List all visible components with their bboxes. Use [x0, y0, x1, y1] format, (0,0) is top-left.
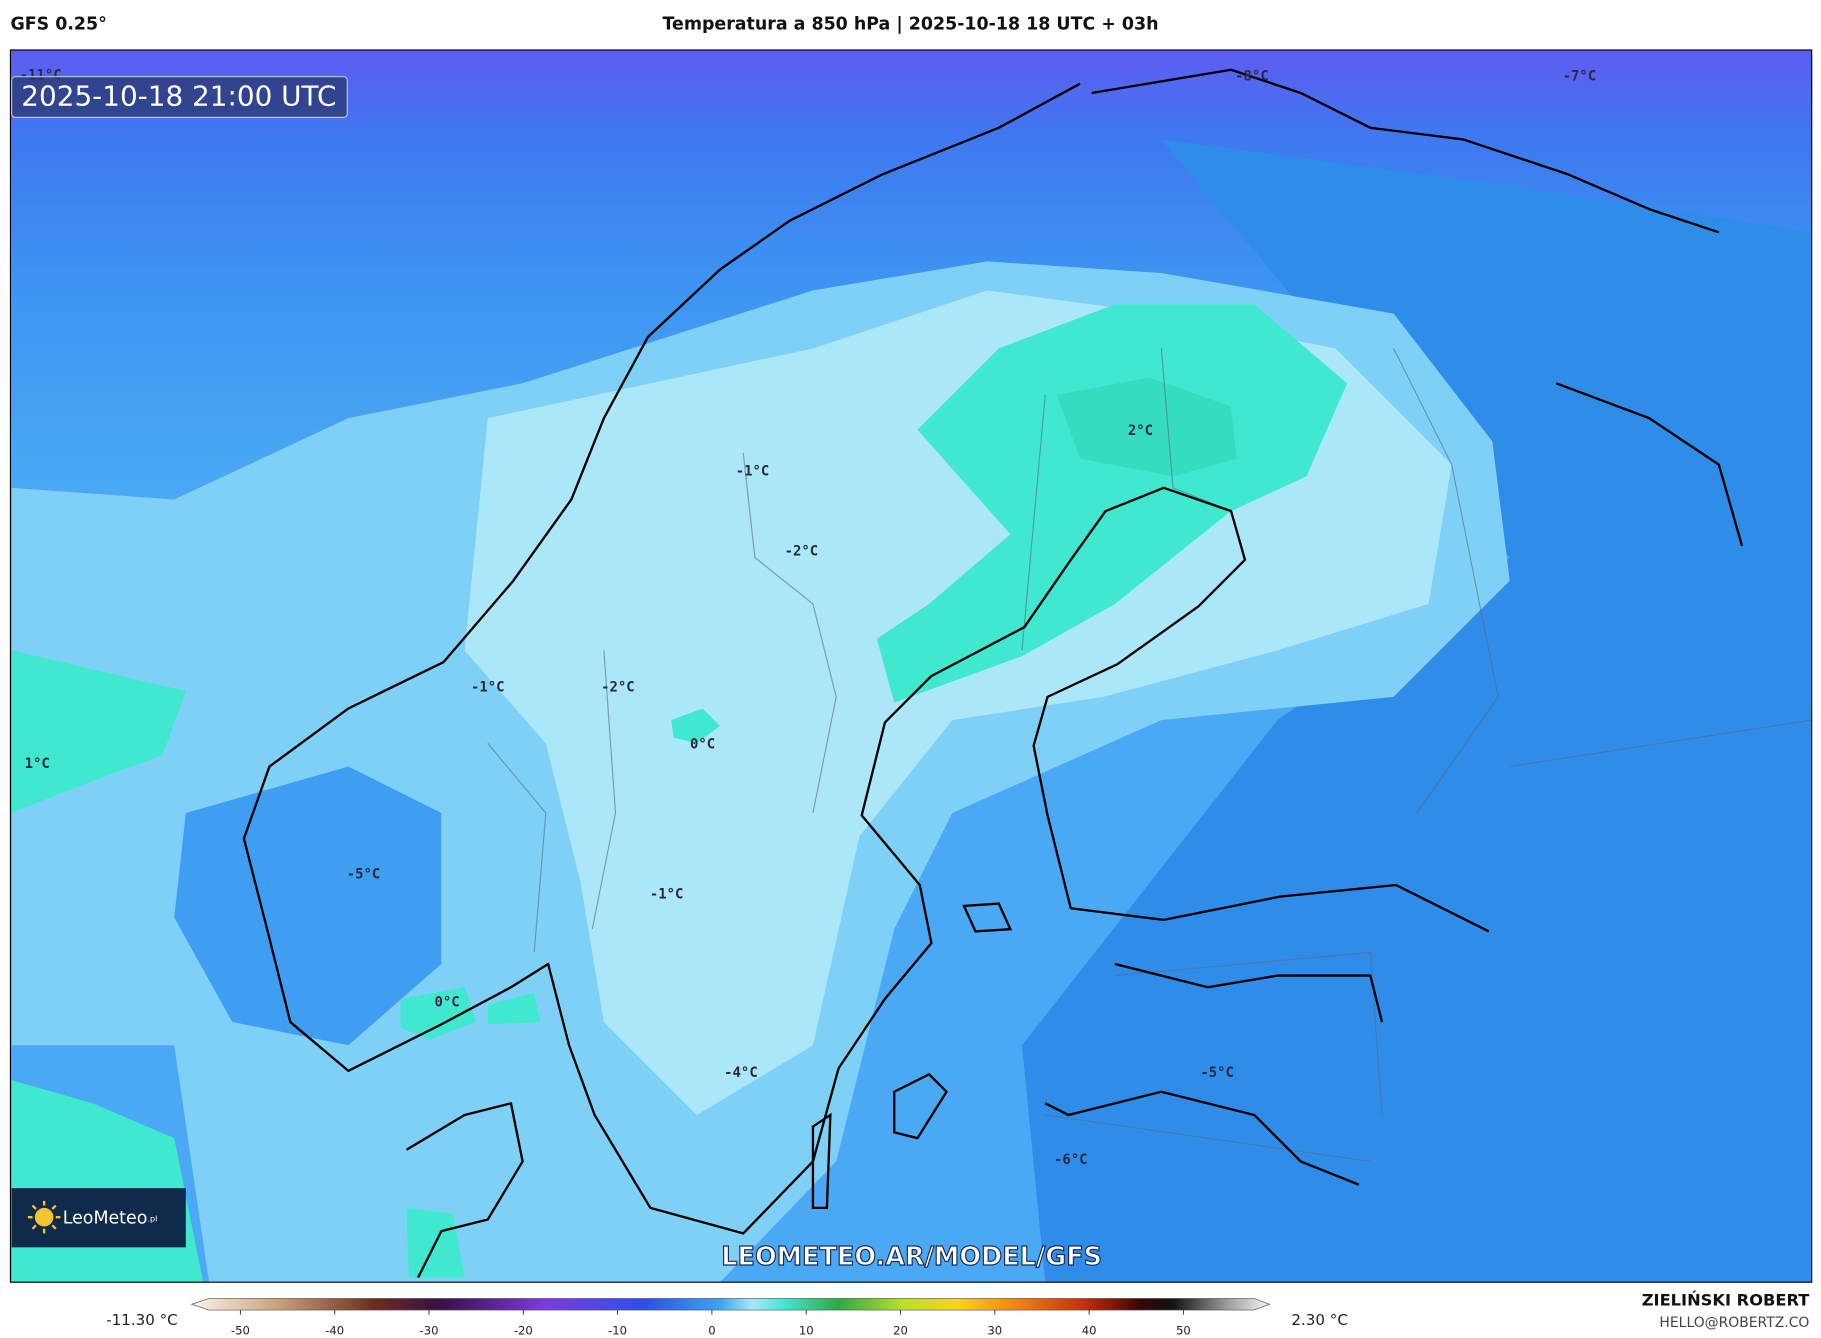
colorbar-tick-label: -10 [608, 1323, 627, 1337]
contour-label: -8°C [1235, 69, 1269, 85]
colorbar-tick-label: -20 [514, 1323, 533, 1337]
contour-label: 0°C [435, 994, 460, 1010]
colorbar: -11.30 °C 2.30 °C -50 -40 -30 -20 -10 0 10 20 30… [106, 1298, 1348, 1337]
colorbar-tick-label: -50 [231, 1323, 250, 1337]
contour-label: -5°C [347, 867, 381, 883]
logo-text: LeoMeteo.pl [63, 1208, 158, 1228]
contour-label: 2°C [1128, 423, 1153, 439]
model-label: GFS 0.25° [10, 14, 106, 34]
credit-author: ZIELIŃSKI ROBERT [1642, 1290, 1810, 1309]
credit-email: HELLO@ROBERTZ.CO [1659, 1315, 1809, 1331]
colorbar-tick-label: -40 [325, 1323, 344, 1337]
contour-label: -1°C [471, 680, 505, 696]
temperature-field [174, 766, 442, 1046]
temperature-field [400, 708, 721, 1278]
islands [811, 902, 1013, 1210]
colorbar-tick-label: 50 [1176, 1323, 1191, 1337]
logo-name: LeoMeteo [63, 1208, 148, 1228]
logo-suffix: .pl [147, 1213, 157, 1223]
colorbar-tick-label: 10 [799, 1323, 814, 1337]
colorbar-tick-label: 40 [1082, 1323, 1097, 1337]
contour-label: -1°C [736, 464, 770, 480]
contour-label: -1°C [650, 886, 684, 902]
contour-label: -2°C [785, 544, 819, 560]
colorbar-min: -11.30 °C [106, 1311, 177, 1329]
temperature-field [1021, 139, 1812, 1283]
logo-sun [34, 1207, 54, 1227]
temperature-field [876, 304, 1348, 703]
temperature-field [11, 650, 186, 814]
colorbar-tick-label: 0 [708, 1323, 715, 1337]
map-title: Temperatura a 850 hPa | 2025-10-18 18 UT… [662, 14, 1158, 34]
temperature-field [1056, 377, 1237, 477]
contour-label: -6°C [1054, 1152, 1088, 1168]
colorbar-max: 2.30 °C [1291, 1311, 1347, 1329]
contour-label: -5°C [1200, 1065, 1234, 1081]
contour-label: 0°C [690, 736, 715, 752]
colorbar-tick-label: -30 [420, 1323, 439, 1337]
colorbar-scale [190, 1298, 1271, 1311]
contour-label: -2°C [601, 680, 635, 696]
colorbar-tick-label: 30 [987, 1323, 1002, 1337]
watermark: LEOMETEO.AR/MODEL/GFS [721, 1242, 1102, 1272]
map-frame [9, 49, 1813, 1283]
map: -11°C -8°C -7°C2°C-1°C-2°C-1°C -2°C0°C1°C-5… [9, 49, 1813, 1283]
contour-label: -7°C [1563, 69, 1597, 85]
colorbar-tick-label: 20 [893, 1323, 908, 1337]
border-lines [487, 348, 1812, 1162]
timestamp-box [11, 76, 348, 118]
contour-label: -4°C [724, 1065, 758, 1081]
contour-label: 1°C [25, 756, 50, 772]
timestamp: 2025-10-18 21:00 UTC [21, 80, 336, 113]
